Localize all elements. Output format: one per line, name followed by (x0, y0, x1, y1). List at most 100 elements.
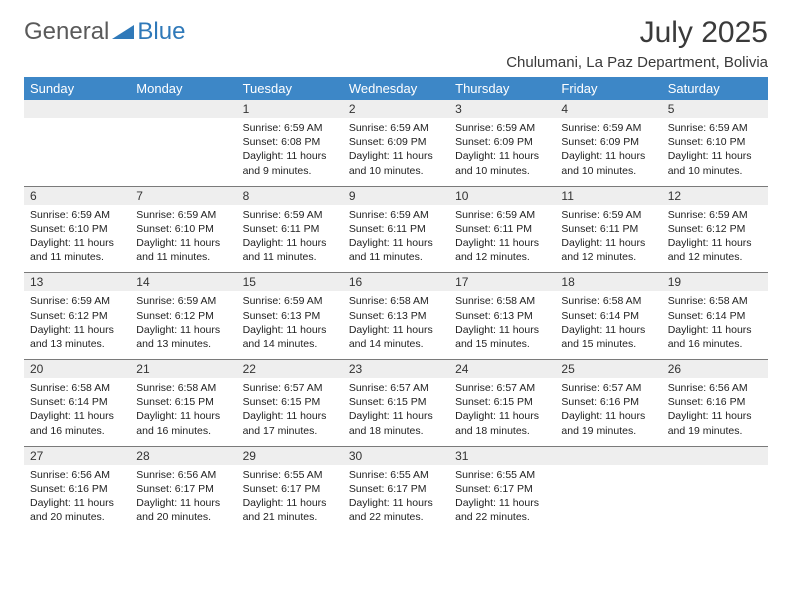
day-sunset: Sunset: 6:16 PM (30, 482, 124, 496)
dayhead-wed: Wednesday (343, 77, 449, 100)
day-sunset: Sunset: 6:13 PM (349, 309, 443, 323)
day-d1: Daylight: 11 hours (455, 409, 549, 423)
day-sunrise: Sunrise: 6:57 AM (349, 381, 443, 395)
day-d1: Daylight: 11 hours (243, 323, 337, 337)
logo-text-general: General (24, 18, 109, 46)
day-sunrise: Sunrise: 6:59 AM (30, 208, 124, 222)
day-d1: Daylight: 11 hours (243, 409, 337, 423)
day-sunrise: Sunrise: 6:57 AM (243, 381, 337, 395)
day-cell (555, 465, 661, 533)
day-header-row: Sunday Monday Tuesday Wednesday Thursday… (24, 77, 768, 100)
date-number-cell: 2 (343, 100, 449, 118)
day-sunrise: Sunrise: 6:59 AM (136, 208, 230, 222)
date-number-cell: 15 (237, 273, 343, 291)
day-sunset: Sunset: 6:17 PM (136, 482, 230, 496)
day-d1: Daylight: 11 hours (349, 496, 443, 510)
day-d1: Daylight: 11 hours (455, 323, 549, 337)
day-cell: Sunrise: 6:57 AMSunset: 6:16 PMDaylight:… (555, 378, 661, 446)
date-number-cell: 18 (555, 273, 661, 291)
date-number-cell: 17 (449, 273, 555, 291)
day-sunrise: Sunrise: 6:57 AM (455, 381, 549, 395)
day-sunrise: Sunrise: 6:59 AM (561, 121, 655, 135)
day-body-row: Sunrise: 6:59 AMSunset: 6:10 PMDaylight:… (24, 205, 768, 273)
day-d2: and 22 minutes. (349, 510, 443, 524)
day-d1: Daylight: 11 hours (668, 149, 762, 163)
day-sunrise: Sunrise: 6:59 AM (243, 208, 337, 222)
date-number-cell: 10 (449, 187, 555, 205)
date-number-cell: 27 (24, 447, 130, 465)
day-body-row: Sunrise: 6:58 AMSunset: 6:14 PMDaylight:… (24, 378, 768, 446)
day-d1: Daylight: 11 hours (30, 409, 124, 423)
day-cell: Sunrise: 6:58 AMSunset: 6:14 PMDaylight:… (24, 378, 130, 446)
day-sunset: Sunset: 6:11 PM (561, 222, 655, 236)
day-d1: Daylight: 11 hours (455, 496, 549, 510)
day-sunrise: Sunrise: 6:58 AM (455, 294, 549, 308)
day-d2: and 20 minutes. (30, 510, 124, 524)
day-cell: Sunrise: 6:57 AMSunset: 6:15 PMDaylight:… (237, 378, 343, 446)
day-d1: Daylight: 11 hours (668, 323, 762, 337)
day-sunset: Sunset: 6:15 PM (349, 395, 443, 409)
day-d2: and 16 minutes. (668, 337, 762, 351)
day-body-row: Sunrise: 6:56 AMSunset: 6:16 PM Daylight:… (24, 465, 768, 533)
day-sunset: Sunset: 6:15 PM (136, 395, 230, 409)
dayhead-tue: Tuesday (237, 77, 343, 100)
day-sunset: Sunset: 6:11 PM (349, 222, 443, 236)
day-d1: Daylight: 11 hours (561, 409, 655, 423)
dayhead-sun: Sunday (24, 77, 130, 100)
day-sunset: Sunset: 6:16 PM (561, 395, 655, 409)
date-number-cell (130, 100, 236, 118)
day-d2: and 14 minutes. (243, 337, 337, 351)
day-body-row: Sunrise: 6:59 AMSunset: 6:08 PMDaylight:… (24, 118, 768, 186)
day-d2: and 9 minutes. (243, 164, 337, 178)
date-number-cell: 14 (130, 273, 236, 291)
day-d1: Daylight: 11 hours (243, 236, 337, 250)
day-d1: Daylight: 11 hours (136, 323, 230, 337)
day-sunrise: Sunrise: 6:59 AM (349, 121, 443, 135)
day-cell: Sunrise: 6:59 AMSunset: 6:11 PMDaylight:… (343, 205, 449, 273)
date-number-cell: 19 (662, 273, 768, 291)
date-number-cell (24, 100, 130, 118)
day-sunrise: Sunrise: 6:55 AM (349, 468, 443, 482)
day-d2: and 16 minutes. (30, 424, 124, 438)
day-sunset: Sunset: 6:17 PM (349, 482, 443, 496)
day-cell: Sunrise: 6:59 AMSunset: 6:10 PMDaylight:… (24, 205, 130, 273)
day-d2: and 21 minutes. (243, 510, 337, 524)
day-d1: Daylight: 11 hours (668, 236, 762, 250)
day-sunrise: Sunrise: 6:58 AM (668, 294, 762, 308)
date-number-cell: 26 (662, 360, 768, 378)
day-sunset: Sunset: 6:11 PM (455, 222, 549, 236)
day-d2: and 11 minutes. (243, 250, 337, 264)
day-cell: Sunrise: 6:56 AMSunset: 6:16 PMDaylight:… (24, 465, 130, 533)
date-number-cell: 12 (662, 187, 768, 205)
date-number-cell: 11 (555, 187, 661, 205)
day-cell: Sunrise: 6:59 AMSunset: 6:10 PMDaylight:… (662, 118, 768, 186)
day-d1: Daylight: 11 hours (136, 496, 230, 510)
day-d2: and 10 minutes. (455, 164, 549, 178)
day-cell: Sunrise: 6:59 AMSunset: 6:11 PMDaylight:… (555, 205, 661, 273)
day-sunrise: Sunrise: 6:57 AM (561, 381, 655, 395)
day-d2: and 19 minutes. (668, 424, 762, 438)
calendar-table: Sunday Monday Tuesday Wednesday Thursday… (24, 77, 768, 532)
day-sunrise: Sunrise: 6:58 AM (561, 294, 655, 308)
date-number-cell: 31 (449, 447, 555, 465)
day-sunset: Sunset: 6:11 PM (243, 222, 337, 236)
day-d2: and 16 minutes. (136, 424, 230, 438)
day-cell: Sunrise: 6:56 AMSunset: 6:16 PMDaylight:… (662, 378, 768, 446)
date-number-cell (555, 447, 661, 465)
day-d1: Daylight: 11 hours (561, 236, 655, 250)
day-d2: and 15 minutes. (561, 337, 655, 351)
day-sunset: Sunset: 6:17 PM (455, 482, 549, 496)
day-sunrise: Sunrise: 6:56 AM (30, 468, 124, 482)
day-cell: Sunrise: 6:58 AMSunset: 6:13 PMDaylight:… (343, 291, 449, 359)
day-sunset: Sunset: 6:12 PM (30, 309, 124, 323)
day-d2: and 14 minutes. (349, 337, 443, 351)
day-sunrise: Sunrise: 6:58 AM (349, 294, 443, 308)
day-sunrise: Sunrise: 6:59 AM (668, 208, 762, 222)
day-d2: and 12 minutes. (668, 250, 762, 264)
day-sunrise: Sunrise: 6:59 AM (668, 121, 762, 135)
location-text: Chulumani, La Paz Department, Bolivia (506, 54, 768, 71)
day-sunrise: Sunrise: 6:59 AM (243, 121, 337, 135)
day-sunset: Sunset: 6:15 PM (243, 395, 337, 409)
day-d2: and 19 minutes. (561, 424, 655, 438)
day-d1: Daylight: 11 hours (136, 236, 230, 250)
